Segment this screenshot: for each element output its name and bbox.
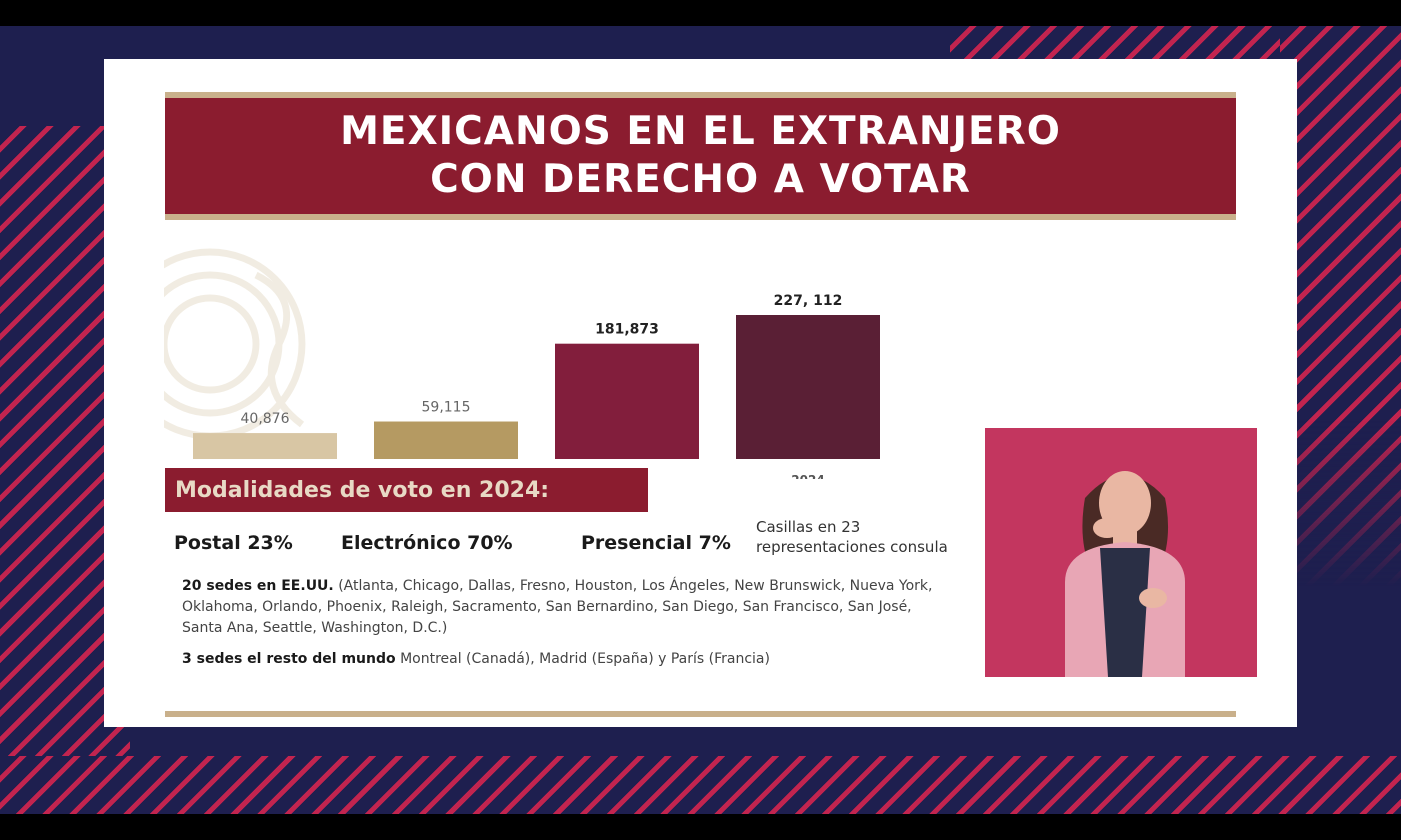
casillas-note: Casillas en 23 representaciones consula bbox=[756, 517, 1001, 557]
title-line-2: CON DERECHO A VOTAR bbox=[430, 157, 971, 202]
sedes-mundo-heading: 3 sedes el resto del mundo bbox=[182, 651, 396, 667]
sedes-eeuu-heading: 20 sedes en EE.UU. bbox=[182, 578, 334, 594]
decorative-stripes-bottom bbox=[0, 756, 1401, 814]
sedes-mundo-list: Montreal (Canadá), Madrid (España) y Par… bbox=[400, 651, 770, 667]
sign-language-interpreter-video bbox=[985, 428, 1257, 677]
interpreter-figure-icon bbox=[985, 428, 1257, 677]
value-label-2012: 59,115 bbox=[422, 400, 471, 416]
presentation-slide: MEXICANOS EN EL EXTRANJERO CON DERECHO A… bbox=[104, 59, 1297, 727]
value-label-2018: 181,873 bbox=[595, 322, 659, 338]
modalidad-postal: Postal 23% bbox=[174, 532, 293, 554]
casillas-line-1: Casillas en 23 bbox=[756, 518, 861, 536]
bar-chart: 40,876200659,1152012181,8732018227, 1122… bbox=[193, 293, 880, 479]
casillas-line-2: representaciones consula bbox=[756, 538, 948, 556]
title-line-1: MEXICANOS EN EL EXTRANJERO bbox=[340, 109, 1061, 154]
value-label-2006: 40,876 bbox=[241, 411, 290, 427]
bar-2024 bbox=[736, 315, 880, 459]
modalidades-banner: Modalidades de voto en 2024: bbox=[165, 468, 648, 512]
title-banner: MEXICANOS EN EL EXTRANJERO CON DERECHO A… bbox=[165, 92, 1236, 220]
sedes-eeuu-list: (Atlanta, Chicago, Dallas, Fresno, Houst… bbox=[182, 578, 933, 636]
decorative-stripes-right bbox=[1280, 26, 1401, 586]
sedes-eeuu: 20 sedes en EE.UU. (Atlanta, Chicago, Da… bbox=[182, 576, 952, 639]
modalidad-electronico: Electrónico 70% bbox=[341, 532, 513, 554]
modalidad-presencial: Presencial 7% bbox=[581, 532, 731, 554]
sedes-mundo: 3 sedes el resto del mundo Montreal (Can… bbox=[182, 649, 952, 670]
bar-2012 bbox=[374, 421, 518, 459]
bottom-divider bbox=[165, 711, 1236, 717]
bar-2018 bbox=[555, 343, 699, 459]
modalidades-title: Modalidades de voto en 2024: bbox=[175, 477, 550, 503]
value-label-2024: 227, 112 bbox=[774, 293, 843, 309]
bar-2006 bbox=[193, 433, 337, 459]
category-label-2024: 2024 bbox=[791, 473, 824, 479]
